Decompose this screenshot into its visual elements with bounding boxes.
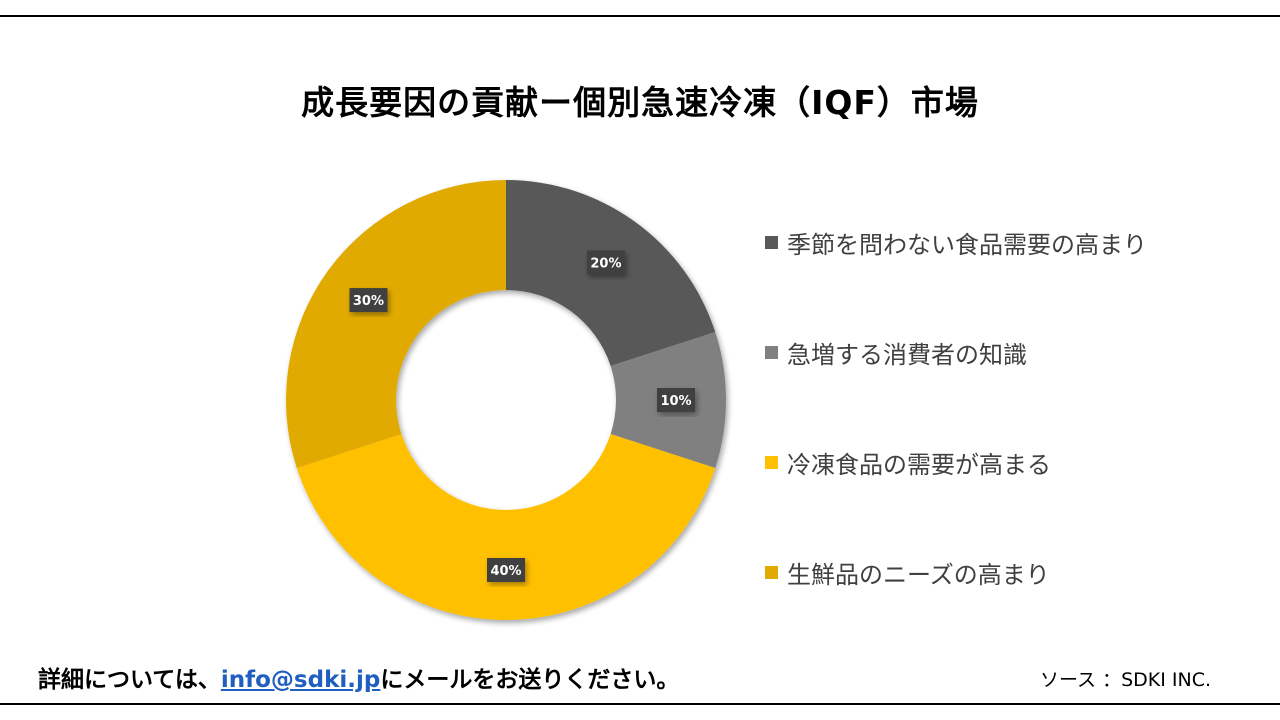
legend-item: 季節を問わない食品需要の高まり: [765, 222, 1147, 262]
legend-item: 冷凍食品の需要が高まる: [765, 442, 1147, 482]
data-label-box: [487, 558, 525, 582]
legend-item: 生鮮品のニーズの高まり: [765, 552, 1147, 592]
legend-swatch: [765, 455, 778, 469]
data-label-box: [657, 388, 695, 412]
data-label-box: [586, 250, 625, 275]
data-label-text: 10%: [660, 394, 691, 409]
data-label: 40%: [487, 558, 525, 582]
email-link[interactable]: info@sdki.jp: [220, 667, 381, 693]
legend-swatch: [765, 565, 778, 579]
legend-swatch: [765, 345, 778, 359]
legend-item: 急増する消費者の知識: [765, 332, 1147, 372]
legend: 季節を問わない食品需要の高まり 急増する消費者の知識 冷凍食品の需要が高まる 生…: [765, 222, 1147, 592]
donut-chart: 20% 10% 40% 30%: [286, 180, 726, 620]
data-label: 20%: [586, 250, 625, 275]
contact-note-suffix: にメールをお送りください。: [380, 667, 680, 693]
data-label-box: [349, 288, 388, 313]
bottom-rule: [0, 703, 1280, 705]
contact-note: 詳細については、info@sdki.jpにメールをお送りください。: [38, 660, 679, 694]
contact-note-prefix: 詳細については、: [38, 667, 221, 693]
donut-slice: [296, 433, 716, 620]
data-label: 30%: [349, 288, 388, 313]
donut-slice: [286, 180, 506, 468]
data-label-text: 20%: [590, 256, 621, 271]
legend-label: 季節を問わない食品需要の高まり: [787, 230, 1147, 259]
data-label-text: 40%: [490, 564, 521, 579]
top-rule: [0, 15, 1280, 17]
legend-swatch: [765, 235, 778, 249]
source-note: ソース ：SDKI INC.: [1040, 669, 1212, 691]
legend-label: 冷凍食品の需要が高まる: [787, 450, 1051, 479]
legend-label: 生鮮品のニーズの高まり: [787, 560, 1050, 589]
legend-label: 急増する消費者の知識: [787, 340, 1027, 369]
data-label-text: 30%: [353, 294, 384, 309]
chart-title: 成長要因の貢献ー個別急速冷凍（IQF）市場: [301, 83, 979, 122]
data-label: 10%: [657, 388, 695, 412]
